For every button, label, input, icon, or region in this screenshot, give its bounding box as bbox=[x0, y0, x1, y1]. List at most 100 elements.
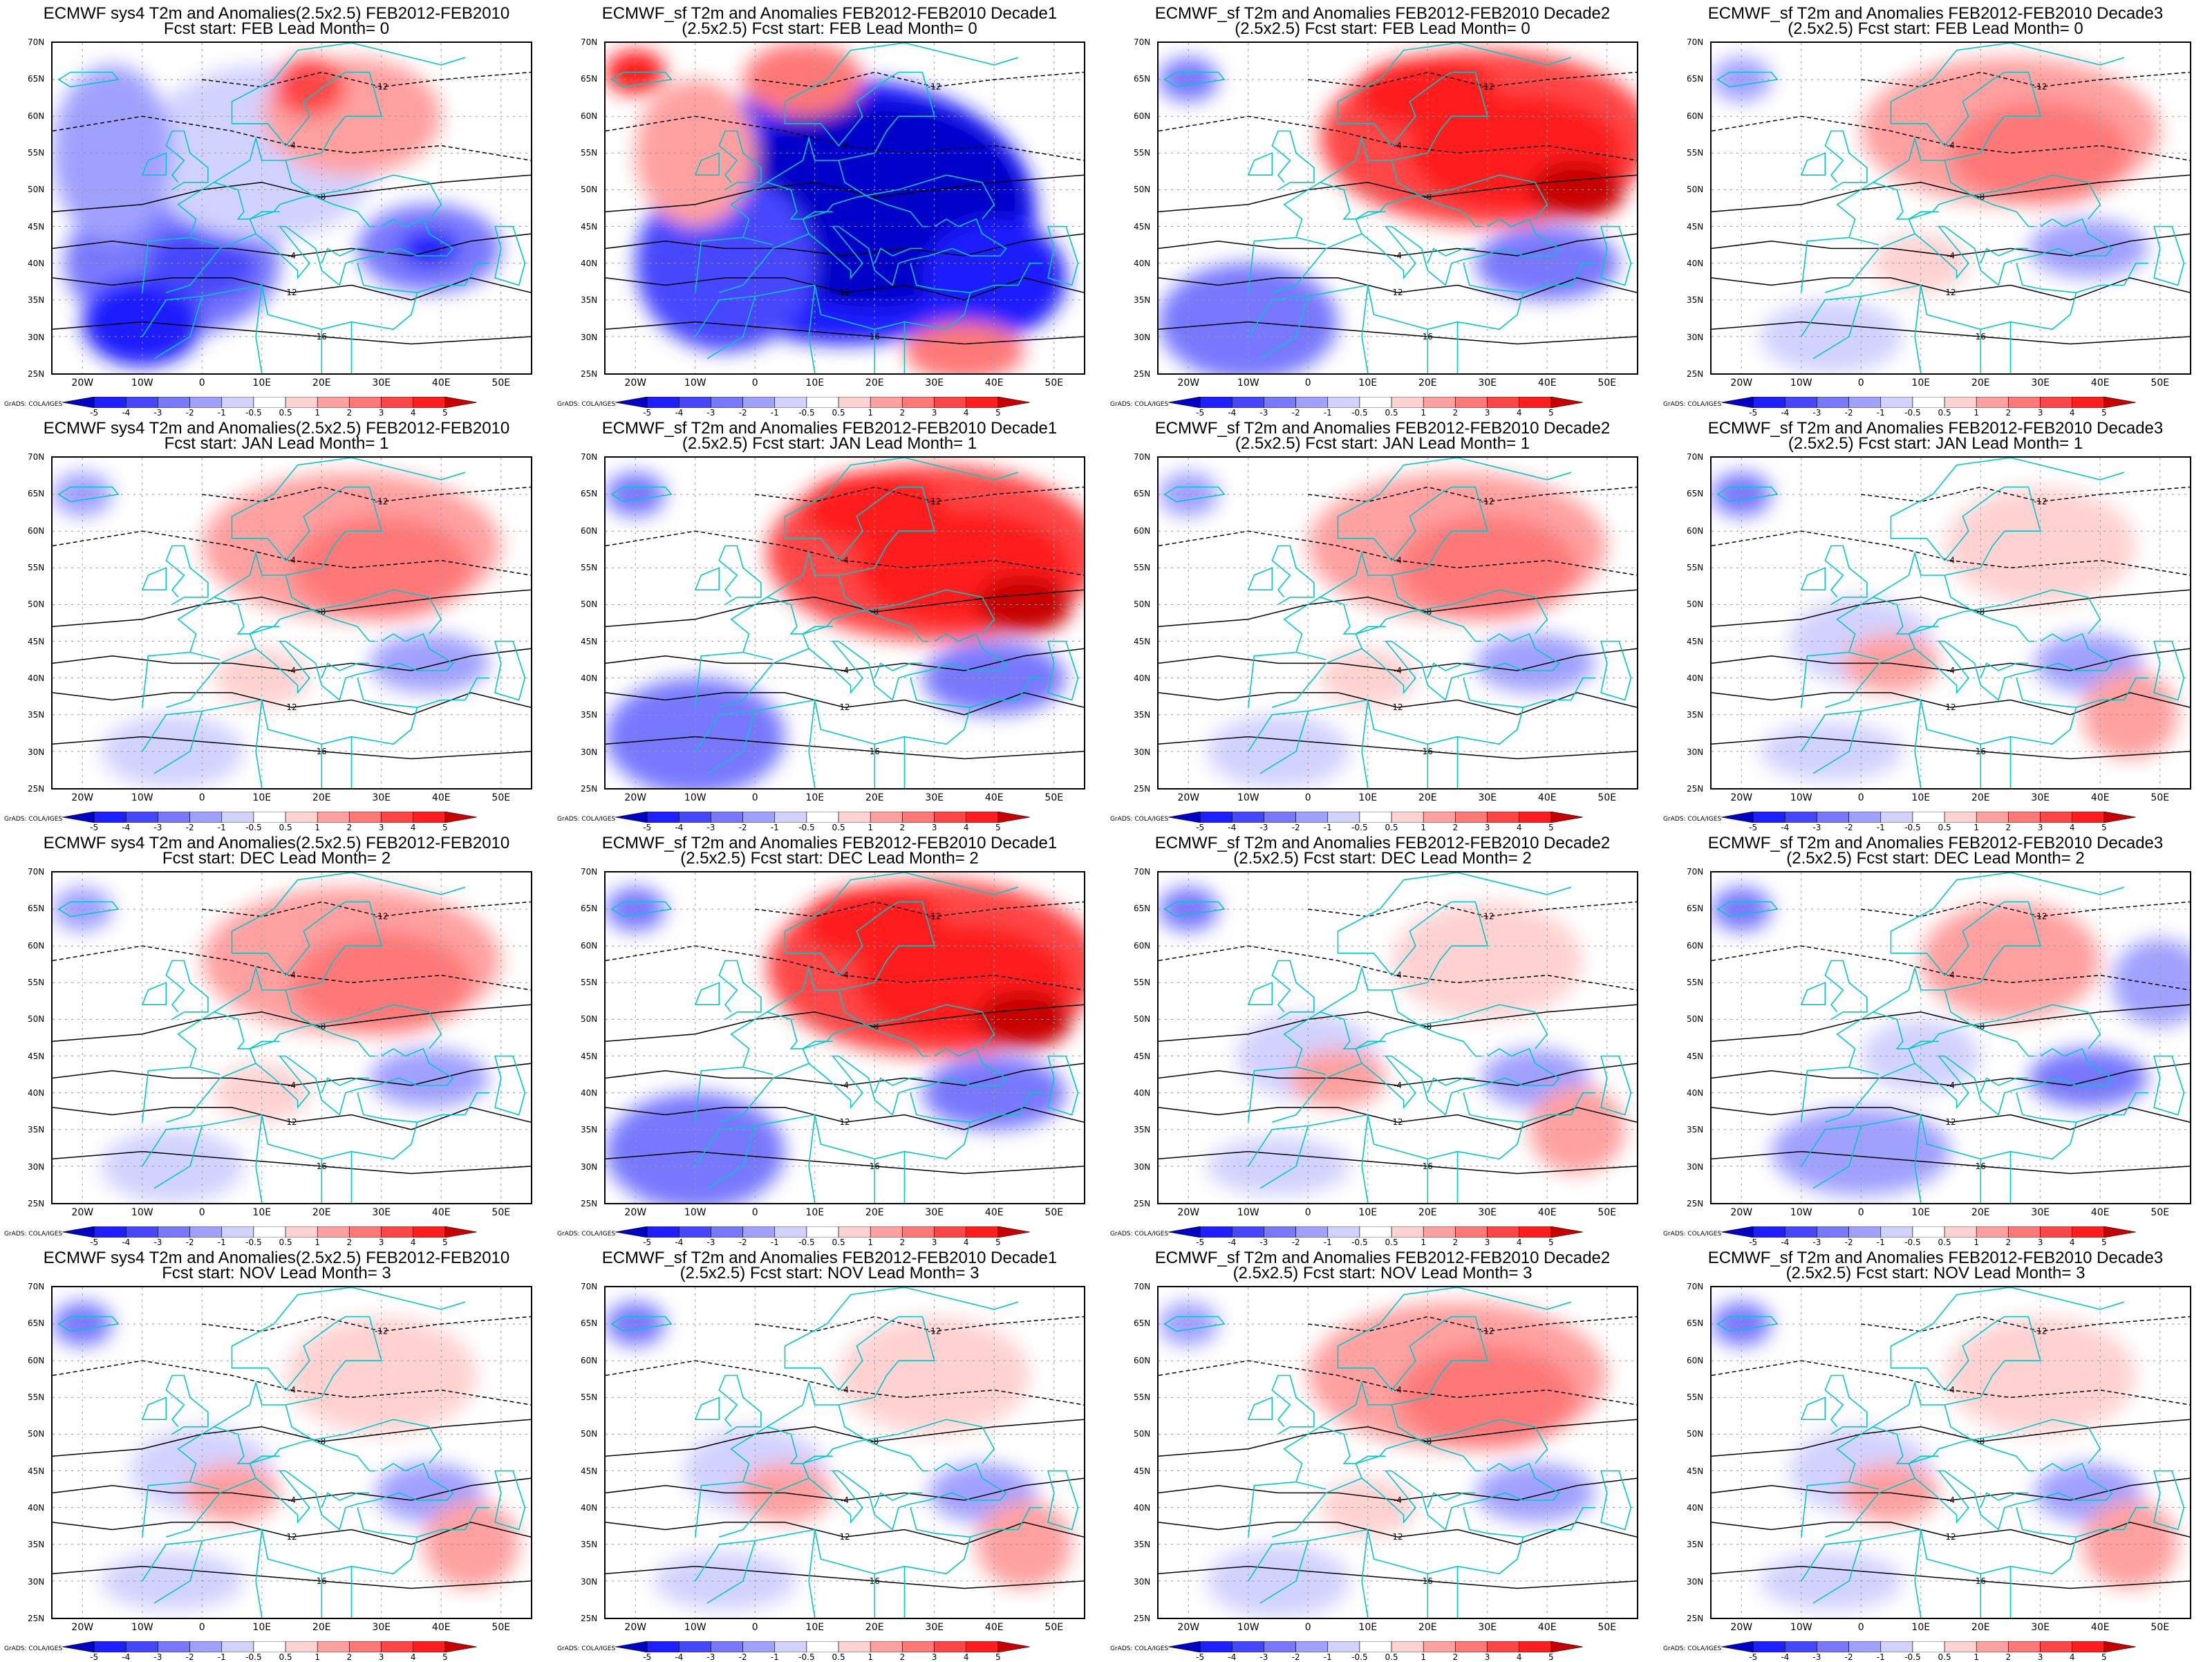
colorbar-label: -4 bbox=[122, 408, 131, 418]
coastline bbox=[1047, 1055, 1079, 1116]
map-area: -8 -4 12 16 -12 -4 bbox=[51, 456, 532, 790]
lat-label: 25N bbox=[1687, 1199, 1704, 1208]
coastline bbox=[719, 633, 1007, 708]
coastline bbox=[1361, 1114, 1369, 1203]
lon-label: 0 bbox=[751, 377, 758, 389]
lon-label: 30E bbox=[1478, 377, 1497, 389]
colorbar-swatch bbox=[221, 397, 254, 408]
lon-label: 10W bbox=[131, 1207, 153, 1218]
temperature-contour bbox=[1712, 945, 2190, 991]
panel-title-line2: Fcst start: JAN Lead Month= 1 bbox=[164, 434, 389, 453]
colorbar-swatch bbox=[285, 1226, 318, 1238]
colorbar-swatch bbox=[253, 1226, 286, 1238]
colorbar-swatch bbox=[1519, 1641, 1552, 1652]
colorbar-swatch bbox=[413, 1226, 446, 1238]
lon-label: 20E bbox=[312, 1622, 331, 1633]
colorbar-swatch bbox=[1976, 812, 2009, 823]
coastline bbox=[1248, 1287, 1572, 1538]
anomaly-region bbox=[1398, 1345, 1577, 1449]
colorbar-label: -5 bbox=[643, 1238, 652, 1247]
lat-label: 65N bbox=[1134, 904, 1151, 914]
colorbar-swatch bbox=[1264, 397, 1296, 408]
colorbar-label: 1 bbox=[1421, 408, 1427, 418]
lat-label: 40N bbox=[1687, 1088, 1704, 1098]
map-panel: ECMWF sys4 T2m and Anomalies(2.5x2.5) FE… bbox=[0, 415, 553, 832]
lon-label: 10W bbox=[684, 1207, 706, 1218]
colorbar-label: -0.5 bbox=[1351, 408, 1368, 418]
colorbar-swatch bbox=[1359, 1226, 1392, 1238]
colorbar-label: -3 bbox=[706, 1238, 715, 1247]
anomaly-region bbox=[1712, 887, 1772, 931]
contour-label: -8 bbox=[870, 1022, 879, 1031]
lon-label: 10E bbox=[805, 1207, 825, 1218]
coastline bbox=[1047, 640, 1079, 701]
lon-label: 20W bbox=[1177, 1622, 1200, 1633]
temperature-contour bbox=[1159, 648, 1637, 671]
colorbar-swatch bbox=[997, 397, 1030, 408]
colorbar-swatch bbox=[902, 812, 935, 823]
colorbar-swatch bbox=[126, 397, 158, 408]
lon-label: 30E bbox=[1478, 792, 1497, 803]
temperature-contour bbox=[1712, 174, 2190, 213]
colorbar-label: 0.5 bbox=[832, 1238, 845, 1247]
anomaly-region bbox=[53, 64, 172, 241]
coastline bbox=[2153, 640, 2185, 701]
temperature-contour bbox=[1308, 71, 1637, 88]
lon-label: 20W bbox=[1730, 1207, 1753, 1218]
coastline bbox=[970, 262, 1042, 293]
contour-label: 12 bbox=[286, 1117, 297, 1127]
lat-label: 65N bbox=[1134, 489, 1151, 499]
lat-label: 65N bbox=[581, 1318, 598, 1329]
colorbar-swatch bbox=[679, 812, 711, 823]
coastline bbox=[1600, 1470, 1632, 1531]
anomaly-region bbox=[2028, 1048, 2148, 1108]
panel-title-line1: ECMWF sys4 T2m and Anomalies(2.5x2.5) FE… bbox=[43, 4, 510, 23]
lat-label: 40N bbox=[581, 673, 598, 683]
contour-label: 12 bbox=[1392, 288, 1403, 297]
lon-label: 30E bbox=[372, 792, 391, 803]
coastline bbox=[1427, 248, 1476, 263]
anomaly-region bbox=[1712, 1302, 1772, 1346]
lat-label: 45N bbox=[581, 221, 598, 232]
lat-label: 35N bbox=[1687, 1125, 1704, 1135]
lat-label: 35N bbox=[28, 1540, 45, 1550]
colorbar-swatch bbox=[1391, 1641, 1424, 1652]
coastline bbox=[1355, 626, 1386, 649]
colorbar-swatch bbox=[934, 812, 966, 823]
lon-label: 50E bbox=[1044, 1207, 1064, 1218]
colorbar-label: -2 bbox=[1291, 1652, 1300, 1662]
colorbar-swatch bbox=[1880, 1226, 1913, 1238]
colorbar-label: -1 bbox=[1876, 1652, 1885, 1662]
coastline bbox=[1361, 700, 1369, 788]
contour-label: -12 bbox=[928, 497, 941, 507]
grads-credit: GrADS: COLA/IGES bbox=[1663, 1231, 1722, 1238]
grads-credit: GrADS: COLA/IGES bbox=[1110, 1231, 1169, 1238]
coastline bbox=[1163, 71, 1226, 88]
anomaly-shading bbox=[1712, 887, 2190, 1196]
coastline bbox=[1248, 872, 1572, 1123]
coastline bbox=[255, 700, 263, 788]
colorbar-label: 1 bbox=[868, 823, 874, 832]
contour-label: -4 bbox=[841, 556, 849, 566]
lat-label: 45N bbox=[1134, 221, 1151, 232]
colorbar-label: -3 bbox=[1259, 408, 1268, 418]
coastline bbox=[1873, 1004, 2101, 1049]
lat-label: 65N bbox=[581, 904, 598, 914]
colorbar-label: 5 bbox=[995, 408, 1001, 418]
map-panel: ECMWF_sf T2m and Anomalies FEB2012-FEB20… bbox=[1106, 1244, 1659, 1662]
colorbar-swatch bbox=[189, 397, 223, 408]
contour-label: -8 bbox=[1976, 607, 1985, 617]
map-panel: ECMWF_sf T2m and Anomalies FEB2012-FEB20… bbox=[553, 415, 1106, 832]
anomaly-region bbox=[1475, 1463, 1595, 1522]
lat-label: 40N bbox=[581, 1503, 598, 1513]
lon-label: 20W bbox=[1730, 792, 1753, 803]
lat-label: 60N bbox=[1687, 111, 1704, 121]
colorbar-label: 2 bbox=[346, 1652, 353, 1662]
lon-label: 50E bbox=[2150, 377, 2170, 389]
coastline bbox=[970, 1092, 1042, 1123]
